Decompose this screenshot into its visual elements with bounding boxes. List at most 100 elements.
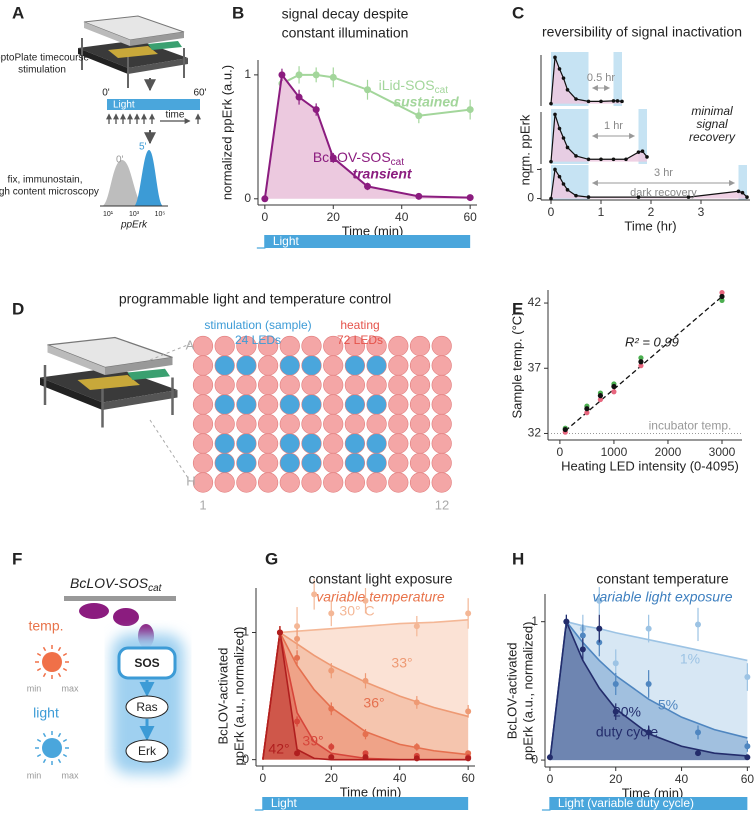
point xyxy=(549,159,553,164)
zoom-line xyxy=(149,343,191,361)
point xyxy=(686,195,691,199)
histogram-label: 5' xyxy=(139,142,147,153)
x-tick-label: 60 xyxy=(463,210,477,224)
panel-label: G xyxy=(265,549,278,568)
point xyxy=(586,99,591,104)
light-label: light xyxy=(33,705,59,721)
x-tick-label: 2 xyxy=(648,205,655,219)
heat-led xyxy=(258,394,279,415)
point xyxy=(413,623,420,630)
heat-led xyxy=(409,433,431,454)
point xyxy=(574,154,578,158)
panel-label: E xyxy=(512,299,523,318)
point xyxy=(546,754,553,761)
x-tick-label: 40 xyxy=(675,772,689,786)
x-tick-label: 3000 xyxy=(709,445,736,459)
panel-title: programmable light and temperature contr… xyxy=(119,291,391,307)
point xyxy=(695,621,702,628)
x-tick-label: 1000 xyxy=(601,445,628,459)
heat-led xyxy=(192,374,214,396)
heat-led xyxy=(431,335,452,357)
sun-ray xyxy=(62,738,68,743)
x-tick-label: 60 xyxy=(461,771,475,785)
histogram-tick: 10¹ xyxy=(103,211,114,218)
series-label: iLid-SOScat xyxy=(379,77,449,96)
point xyxy=(276,629,283,636)
stim-led xyxy=(301,452,322,474)
area xyxy=(551,169,747,199)
heat-led xyxy=(366,472,387,493)
heat-led xyxy=(366,374,387,396)
point xyxy=(565,188,570,192)
point xyxy=(645,625,652,632)
heat-led xyxy=(366,413,387,435)
point xyxy=(615,99,620,103)
point xyxy=(611,99,616,103)
interval-note: dark recovery xyxy=(630,187,697,199)
y-tick-label: 1 xyxy=(244,67,251,81)
y-axis-label: norm. ppErk xyxy=(517,114,532,185)
note: signal xyxy=(696,117,728,131)
point xyxy=(328,705,335,712)
light-bar xyxy=(262,797,469,810)
chart-title: constant illumination xyxy=(282,25,409,41)
point xyxy=(596,625,603,632)
point xyxy=(562,426,568,433)
light-icon xyxy=(35,731,69,765)
heat-led xyxy=(236,472,257,493)
fit-area xyxy=(262,632,469,760)
point xyxy=(612,680,619,687)
heat-led xyxy=(388,335,409,357)
light-label: Light xyxy=(271,796,298,810)
point xyxy=(557,174,562,179)
annotation: R² = 0.99 xyxy=(625,334,679,349)
construct-name: BcLOV-SOS xyxy=(70,575,149,591)
stim-led xyxy=(279,452,300,474)
point xyxy=(465,708,472,715)
heat-led xyxy=(344,374,366,396)
heat-led xyxy=(323,472,344,493)
fit-curve xyxy=(549,620,748,761)
note: minimal xyxy=(691,104,733,118)
heat-led xyxy=(409,452,431,474)
bclov-domain xyxy=(113,608,139,626)
heat-led xyxy=(279,472,300,493)
panel-label: A xyxy=(12,3,24,22)
x-tick-label: 60 xyxy=(741,772,755,786)
heat-label: 72 LEDs xyxy=(337,333,383,347)
chart-title: constant light exposure xyxy=(309,571,453,587)
x-tick-label: 1 xyxy=(598,205,605,219)
light-label: Light xyxy=(113,100,135,111)
x-axis-label: Heating LED intensity (0-4095) xyxy=(561,458,739,473)
stim-led xyxy=(279,355,300,376)
point xyxy=(295,71,303,79)
point xyxy=(719,297,725,304)
heat-led xyxy=(301,413,322,435)
point xyxy=(638,363,644,369)
chart-title: signal decay despite xyxy=(282,6,409,22)
stim-led xyxy=(279,433,300,454)
heat-led xyxy=(323,355,344,376)
y-axis-label: ppErk (a.u., normalized) xyxy=(520,622,535,761)
x-tick-label: 20 xyxy=(327,210,341,224)
sun-core xyxy=(42,652,62,672)
point xyxy=(295,93,303,101)
heat-label: heating xyxy=(340,318,379,332)
point xyxy=(553,55,557,60)
heat-led xyxy=(388,433,409,454)
light-label: Light xyxy=(273,234,300,248)
stim-led xyxy=(344,355,366,376)
fit-area xyxy=(262,632,469,760)
chart: 0 20 40 6001iLid-SOScatsustainedBcLOV-SOSca… xyxy=(219,3,477,249)
interval-label: 3 hr xyxy=(654,167,673,179)
sun-ray xyxy=(36,753,42,758)
point xyxy=(645,155,649,159)
point xyxy=(620,99,624,104)
light-label: Light (variable duty cycle) xyxy=(558,796,694,810)
heat-led xyxy=(388,413,409,435)
stim-led xyxy=(236,452,257,474)
optoplate-device xyxy=(38,336,179,429)
line xyxy=(263,72,471,199)
point xyxy=(465,755,472,762)
point xyxy=(294,654,301,661)
